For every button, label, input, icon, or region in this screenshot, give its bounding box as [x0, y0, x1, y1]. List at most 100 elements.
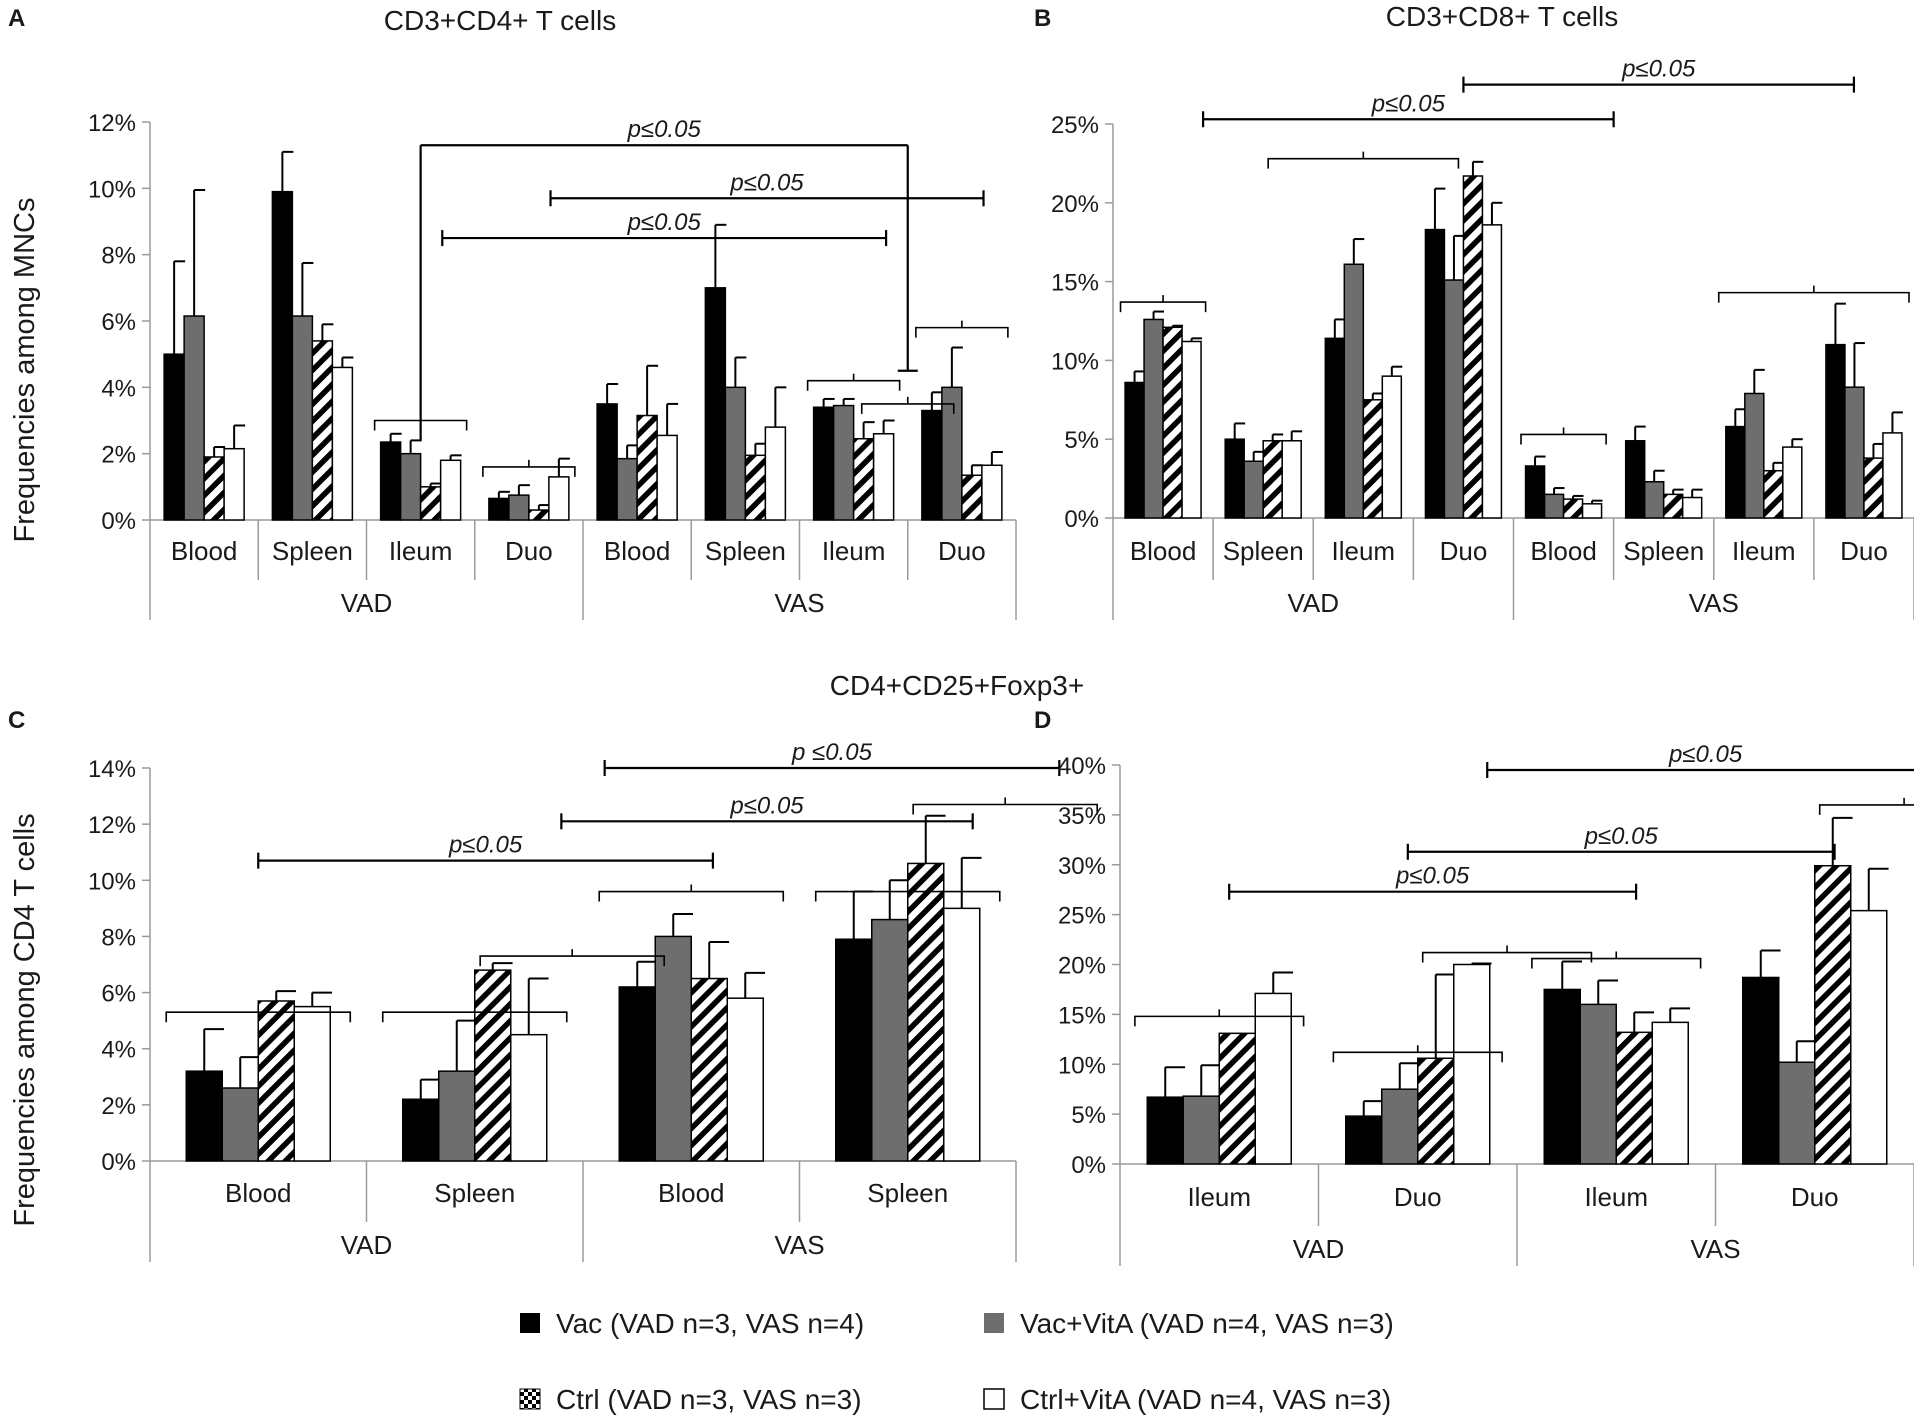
panel-a-group-label: VAD [341, 588, 393, 618]
panel-b-bar-ctrl-vita [1681, 496, 1703, 519]
panel-c-y-tick-label: 4% [101, 1037, 136, 1064]
panel-b-group-label: VAD [1287, 588, 1339, 618]
panel-b-y-tick-label: 15% [1051, 270, 1099, 297]
panel-b-category-label: Blood [1130, 536, 1197, 566]
panel-b-bar-ctrl [1162, 326, 1183, 519]
panel-a-bar-ctrl [744, 454, 767, 521]
panel-b-bar-ctrl-vita [1181, 340, 1202, 519]
legend-swatch-vac [520, 1313, 540, 1333]
panel-d-y-tick-label: 25% [1058, 903, 1106, 930]
panel-c-bar-vac-vita [438, 1070, 476, 1162]
panel-b-bar-vac-vita [1643, 481, 1665, 519]
panel-d-bar-ctrl [1615, 1031, 1653, 1165]
panel-c-y-tick-label: 10% [88, 868, 136, 895]
panel-d-bar-vac [1345, 1115, 1383, 1165]
panel-b-category-label: Blood [1530, 536, 1597, 566]
panel-c-y-tick-label: 12% [88, 812, 136, 839]
panel-a-bar-vac [163, 353, 185, 521]
panel-a-category-label: Duo [505, 536, 553, 566]
panel-c-bracket [912, 797, 1098, 815]
panel-a-y-tick-label: 2% [101, 442, 136, 469]
panel-d-bar-vac [1543, 988, 1581, 1165]
panel-b-bar-ctrl [1662, 493, 1684, 519]
panel-d-bar-vac [1146, 1096, 1184, 1165]
panel-c-bracket [165, 1005, 352, 1023]
panel-c-category-label: Blood [658, 1178, 725, 1208]
panel-b-bar-ctrl-vita [1581, 503, 1603, 519]
panel-d-bar-ctrl [1417, 1057, 1455, 1165]
panel-c-y-tick-label: 8% [101, 924, 136, 951]
panel-a-category-label: Ileum [822, 536, 886, 566]
panel-b-bar-ctrl [1863, 457, 1884, 519]
panel-b-bar-ctrl [1763, 469, 1784, 519]
panel-a-bar-ctrl [419, 486, 442, 521]
panel-c-bar-vac [402, 1098, 440, 1162]
panel-c-y-tick-label: 2% [101, 1093, 136, 1120]
panel-b-bar-ctrl-vita [1381, 375, 1403, 519]
panel-b-bar-ctrl-vita [1281, 440, 1302, 519]
panel-c-label: C [8, 707, 25, 734]
panel-d-bracket [1531, 951, 1702, 969]
legend: Vac (VAD n=3, VAS n=4) Vac+VitA (VAD n=4… [519, 1308, 1394, 1415]
panel-c-bar-ctrl [907, 862, 945, 1162]
panel-a-p-value-label: p≤0.05 [627, 209, 702, 236]
panel-b-bar-vac [1424, 228, 1446, 519]
panel-c-p-value-label: p ≤0.05 [791, 739, 873, 766]
panel-d-bar-ctrl-vita [1453, 963, 1491, 1165]
panel-a-bar-ctrl [203, 456, 225, 521]
panel-c-group-label: VAS [774, 1230, 824, 1260]
panel-a-category-label: Blood [171, 536, 238, 566]
panel-c-bar-ctrl [257, 1000, 295, 1162]
panel-c-bar-vac-vita [871, 918, 909, 1162]
panel-c-group-label: VAD [341, 1230, 393, 1260]
panel-a-bar-vac [812, 406, 835, 521]
panel-a-bracket [860, 396, 955, 414]
panel-b-y-tick-label: 5% [1064, 427, 1099, 454]
panel-d-bar-vac-vita [1579, 1003, 1617, 1165]
panel-c-bar-vac-vita [654, 935, 692, 1162]
panel-a-category-label: Blood [604, 536, 671, 566]
panel-d-bar-vac-vita [1381, 1088, 1419, 1165]
panel-b-bracket [1717, 285, 1910, 303]
panel-a-bar-vac-vita [508, 494, 530, 521]
panel-c-bracket [814, 884, 1001, 902]
panel-a-category-label: Spleen [705, 536, 786, 566]
panel-a-title: CD3+CD4+ T cells [384, 5, 616, 36]
panel-a-y-tick-label: 8% [101, 243, 136, 270]
panel-d-category-label: Ileum [1187, 1182, 1251, 1212]
panel-c-bar-ctrl-vita [293, 1005, 331, 1162]
panel-b-group-label: VAS [1689, 588, 1739, 618]
panel-b-category-label: Ileum [1732, 536, 1796, 566]
panel-d-bar-vac-vita [1778, 1061, 1816, 1165]
panel-a-y-tick-label: 0% [101, 508, 136, 535]
panel-d-category-label: Duo [1394, 1182, 1442, 1212]
panel-a-y-tick-label: 6% [101, 309, 136, 336]
figure-subtitle: CD4+CD25+Foxp3+ [830, 670, 1084, 701]
panel-b-y-tick-label: 25% [1051, 112, 1099, 139]
panel-a-y-tick-label: 12% [88, 110, 136, 137]
panel-a-bar-ctrl [636, 414, 658, 521]
panel-c-category-label: Spleen [434, 1178, 515, 1208]
panel-a-bar-vac-vita [832, 404, 855, 521]
legend-label-ctrl: Ctrl (VAD n=3, VAS n=3) [556, 1384, 862, 1415]
panel-d-category-label: Duo [1791, 1182, 1839, 1212]
panel-c-bracket [598, 884, 785, 902]
panel-a-bar-ctrl-vita [548, 476, 570, 521]
panel-a-bar-vac [271, 190, 294, 521]
panel-a-bracket [482, 459, 576, 477]
panel-b-bar-vac-vita [1744, 392, 1765, 519]
panel-b-title: CD3+CD8+ T cells [1386, 1, 1618, 32]
panel-a-category-label: Duo [938, 536, 986, 566]
panel-c-bar-ctrl-vita [943, 907, 981, 1162]
panel-d-bar-ctrl-vita [1850, 909, 1888, 1165]
panel-b-bar-vac [1725, 425, 1746, 519]
panel-d-y-tick-label: 0% [1071, 1152, 1106, 1179]
panel-b-bar-vac-vita [1143, 318, 1164, 519]
panel-b-bar-vac-vita [1343, 263, 1365, 519]
panel-c-y-tick-label: 0% [101, 1149, 136, 1176]
panel-c-category-label: Spleen [867, 1178, 948, 1208]
panel-d-y-tick-label: 35% [1058, 803, 1106, 830]
panel-b-bar-vac [1124, 381, 1145, 519]
panel-c-category-label: Blood [225, 1178, 292, 1208]
panel-a-bar-vac [488, 497, 510, 521]
